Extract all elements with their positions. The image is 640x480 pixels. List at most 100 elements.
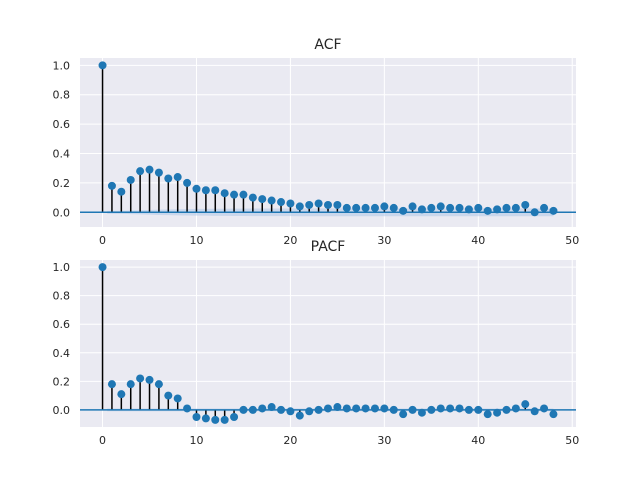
acf-point-lag-38 (455, 203, 464, 212)
acf-point-lag-26 (342, 203, 351, 212)
pacf-point-lag-38 (455, 404, 464, 413)
pacf-point-lag-34 (417, 408, 426, 417)
pacf-point-lag-11 (201, 414, 210, 423)
acf-x-tick-label: 0 (99, 234, 106, 247)
acf-point-lag-33 (408, 202, 417, 211)
acf-point-lag-18 (267, 196, 276, 205)
acf-y-tick-labels: 0.0 0.2 0.4 0.6 0.8 1.0 (53, 59, 71, 219)
pacf-point-lag-37 (446, 404, 455, 413)
acf-point-lag-1 (107, 181, 116, 190)
acf-point-lag-43 (502, 203, 511, 212)
acf-point-lag-8 (173, 173, 182, 182)
pacf-point-lag-20 (286, 407, 295, 416)
acf-point-lag-37 (446, 203, 455, 212)
acf-y-tick-label: 1.0 (53, 59, 71, 72)
pacf-x-tick-labels: 0 10 20 30 40 50 (99, 434, 579, 447)
acf-point-lag-46 (530, 208, 539, 217)
acf-point-lag-2 (117, 187, 126, 196)
pacf-point-lag-33 (408, 405, 417, 414)
acf-point-lag-35 (427, 203, 436, 212)
acf-point-lag-12 (211, 186, 220, 195)
pacf-point-lag-45 (521, 400, 530, 409)
pacf-point-lag-35 (427, 405, 436, 414)
acf-points (98, 61, 558, 217)
pacf-x-tick-label: 40 (471, 434, 485, 447)
pacf-point-lag-42 (493, 408, 502, 417)
acf-point-lag-0 (98, 61, 107, 70)
acf-y-tick-label: 0.0 (53, 206, 71, 219)
acf-point-lag-16 (248, 193, 257, 202)
pacf-point-lag-17 (258, 404, 267, 413)
acf-point-lag-40 (474, 203, 483, 212)
acf-point-lag-42 (493, 205, 502, 214)
acf-point-lag-22 (305, 200, 314, 209)
acf-y-tick-label: 0.4 (53, 148, 71, 161)
pacf-point-lag-22 (305, 407, 314, 416)
acf-point-lag-4 (136, 167, 145, 176)
pacf-plot: 0 10 20 30 40 50 0.0 0.2 0.4 0.6 0.8 1.0 PACF (53, 239, 580, 447)
pacf-point-lag-46 (530, 407, 539, 416)
acf-point-lag-6 (154, 168, 163, 177)
acf-point-lag-10 (192, 184, 201, 193)
pacf-x-tick-label: 10 (189, 434, 203, 447)
pacf-point-lag-28 (361, 404, 370, 413)
pacf-point-lag-26 (342, 404, 351, 413)
acf-point-lag-11 (201, 186, 210, 195)
pacf-point-lag-16 (248, 405, 257, 414)
pacf-point-lag-47 (540, 404, 549, 413)
pacf-y-tick-label: 0.2 (53, 375, 71, 388)
pacf-point-lag-13 (220, 415, 229, 424)
pacf-point-lag-48 (549, 410, 558, 419)
pacf-y-tick-label: 0.0 (53, 404, 71, 417)
acf-point-lag-24 (324, 200, 332, 209)
acf-x-tick-label: 40 (471, 234, 485, 247)
acf-point-lag-7 (164, 174, 173, 183)
pacf-point-lag-5 (145, 375, 154, 384)
acf-point-lag-39 (464, 205, 473, 214)
acf-point-lag-29 (370, 203, 379, 212)
acf-point-lag-9 (183, 178, 192, 187)
pacf-point-lag-32 (399, 410, 408, 419)
pacf-point-lag-39 (464, 405, 473, 414)
acf-y-tick-label: 0.6 (53, 118, 71, 131)
pacf-point-lag-2 (117, 390, 126, 399)
acf-point-lag-31 (389, 203, 398, 212)
acf-point-lag-5 (145, 165, 154, 174)
pacf-y-tick-labels: 0.0 0.2 0.4 0.6 0.8 1.0 (53, 261, 71, 417)
pacf-point-lag-27 (352, 404, 361, 413)
acf-point-lag-47 (540, 203, 549, 212)
acf-plot: 0 10 20 30 40 50 0.0 0.2 0.4 0.6 0.8 1.0 ACF (53, 37, 580, 247)
pacf-y-tick-label: 1.0 (53, 261, 71, 274)
acf-point-lag-14 (230, 190, 239, 199)
pacf-point-lag-6 (154, 380, 163, 389)
pacf-point-lag-44 (511, 404, 520, 413)
acf-point-lag-36 (436, 202, 445, 211)
acf-point-lag-34 (417, 205, 426, 214)
pacf-point-lag-7 (164, 391, 173, 400)
acf-point-lag-25 (333, 200, 342, 209)
acf-title: ACF (314, 37, 341, 53)
pacf-x-tick-label: 30 (377, 434, 391, 447)
pacf-point-lag-12 (211, 415, 220, 424)
acf-point-lag-27 (352, 203, 361, 212)
pacf-point-lag-29 (370, 404, 379, 413)
acf-point-lag-20 (286, 199, 295, 208)
pacf-point-lag-4 (136, 374, 145, 383)
pacf-point-lag-19 (277, 405, 286, 414)
pacf-point-lag-36 (436, 404, 445, 413)
acf-x-tick-labels: 0 10 20 30 40 50 (99, 234, 579, 247)
acf-y-tick-label: 0.2 (53, 177, 71, 190)
acf-point-lag-32 (399, 206, 408, 215)
pacf-point-lag-31 (389, 405, 398, 414)
pacf-point-lag-41 (483, 410, 492, 419)
acf-x-tick-label: 10 (189, 234, 203, 247)
acf-x-tick-label: 30 (377, 234, 391, 247)
acf-point-lag-23 (314, 199, 323, 208)
pacf-point-lag-14 (230, 413, 239, 422)
acf-point-lag-13 (220, 189, 229, 198)
pacf-points (98, 263, 558, 424)
acf-point-lag-44 (511, 203, 520, 212)
acf-point-lag-48 (549, 206, 558, 215)
pacf-y-tick-label: 0.6 (53, 318, 71, 331)
